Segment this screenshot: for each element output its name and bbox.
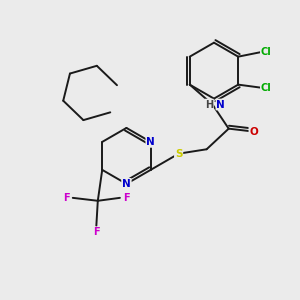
Text: N: N <box>146 137 155 147</box>
Text: N: N <box>122 179 131 189</box>
Text: F: F <box>63 193 70 203</box>
Text: Cl: Cl <box>261 82 272 93</box>
Text: N: N <box>216 100 225 110</box>
Text: S: S <box>175 149 182 159</box>
Text: F: F <box>93 227 100 237</box>
Text: Cl: Cl <box>261 47 272 57</box>
Text: H: H <box>205 100 213 110</box>
Text: O: O <box>249 127 258 136</box>
Text: F: F <box>123 193 130 203</box>
